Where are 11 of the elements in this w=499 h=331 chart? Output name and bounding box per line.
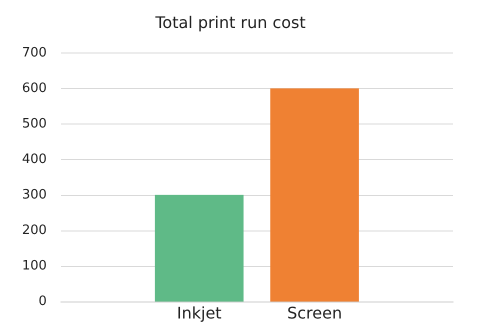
chart-title: Total print run cost [154, 12, 306, 32]
y-tick-label: 400 [22, 152, 47, 168]
y-tick-label: 700 [22, 46, 47, 61]
y-tick-label: 0 [38, 294, 47, 310]
y-tick-label: 500 [22, 116, 47, 132]
x-tick-label: Inkjet [176, 304, 222, 323]
y-tick-label: 600 [22, 81, 47, 96]
x-tick-label: Screen [287, 304, 342, 323]
y-tick-label: 300 [22, 188, 47, 203]
y-tick-label: 100 [22, 258, 47, 274]
y-tick-label: 200 [22, 223, 47, 238]
